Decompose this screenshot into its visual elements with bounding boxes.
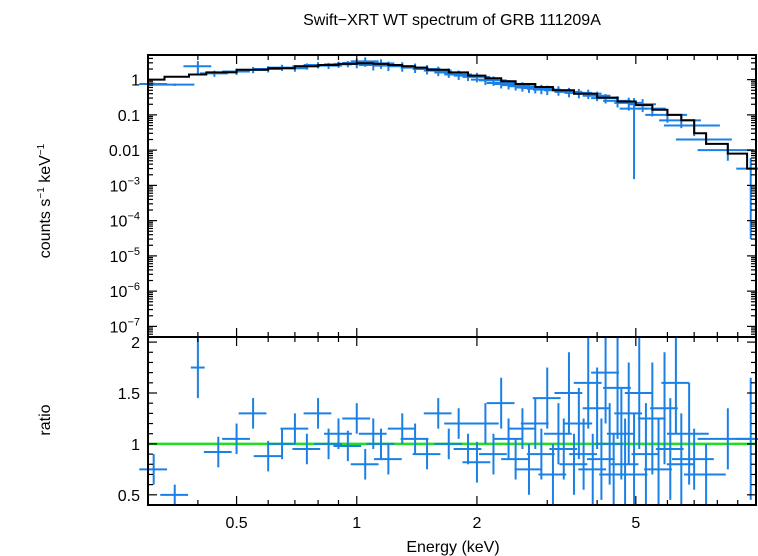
tick-exponent: −5 <box>127 246 140 258</box>
tick-exponent: −7 <box>127 316 140 328</box>
ratio-frame <box>147 336 757 506</box>
tick-base: 10 <box>110 319 128 336</box>
spectrum-y-tick-label: 1 <box>131 73 140 90</box>
x-tick-labels: 0.5 1 2 5 <box>225 515 640 532</box>
x-axis-label: Energy (keV) <box>406 539 499 556</box>
ratio-y-tick-label: 0.5 <box>118 488 140 505</box>
y-axis-label-spectrum: counts s−1 keV−1 <box>36 143 54 258</box>
spectrum-y-tick-label: 10−3 <box>110 175 140 195</box>
ratio-y-tick-label: 1.5 <box>118 386 140 403</box>
y-label-part-1: counts s <box>37 199 54 259</box>
y-label-part-4: −1 <box>36 143 47 155</box>
tick-exponent: −3 <box>127 175 140 187</box>
x-tick-label: 0.5 <box>225 515 247 532</box>
chart-title: Swift−XRT WT spectrum of GRB 111209A <box>303 12 601 29</box>
tick-base: 10 <box>110 178 128 195</box>
x-tick-label: 5 <box>631 515 640 532</box>
spectrum-model-line <box>148 62 756 170</box>
spectrum-y-tick-label: 10−5 <box>110 246 140 266</box>
tick-base: 10 <box>110 284 128 301</box>
tick-exponent: −6 <box>127 281 140 293</box>
tick-exponent: −4 <box>127 211 140 223</box>
spectrum-data <box>139 57 758 240</box>
spectrum-model <box>148 62 756 170</box>
tick-base: 10 <box>110 214 128 231</box>
x-tick-label: 1 <box>352 515 361 532</box>
spectrum-y-tick-label: 0.01 <box>109 143 140 160</box>
ratio-tick-labels: 0.5 1 1.5 2 <box>118 335 140 505</box>
spectrum-y-tick-label: 10−4 <box>110 211 140 231</box>
x-tick-label: 2 <box>472 515 481 532</box>
spectrum-y-tick-label: 10−6 <box>110 281 140 301</box>
y-label-part-2: −1 <box>36 187 47 199</box>
ratio-y-tick-label: 2 <box>131 335 140 352</box>
spectrum-ticks <box>147 54 757 338</box>
y-label-part-3: keV <box>37 155 54 187</box>
y-axis-label-ratio: ratio <box>37 404 54 435</box>
spectrum-y-tick-label: 10−7 <box>110 316 140 336</box>
spectrum-frame <box>147 54 757 338</box>
ratio-data <box>139 337 758 505</box>
spectrum-y-tick-label: 0.1 <box>118 108 140 125</box>
ratio-y-tick-label: 1 <box>131 437 140 454</box>
ratio-panel: 0.5 1 1.5 2 0.5 1 2 5 <box>118 335 758 532</box>
tick-base: 10 <box>110 249 128 266</box>
